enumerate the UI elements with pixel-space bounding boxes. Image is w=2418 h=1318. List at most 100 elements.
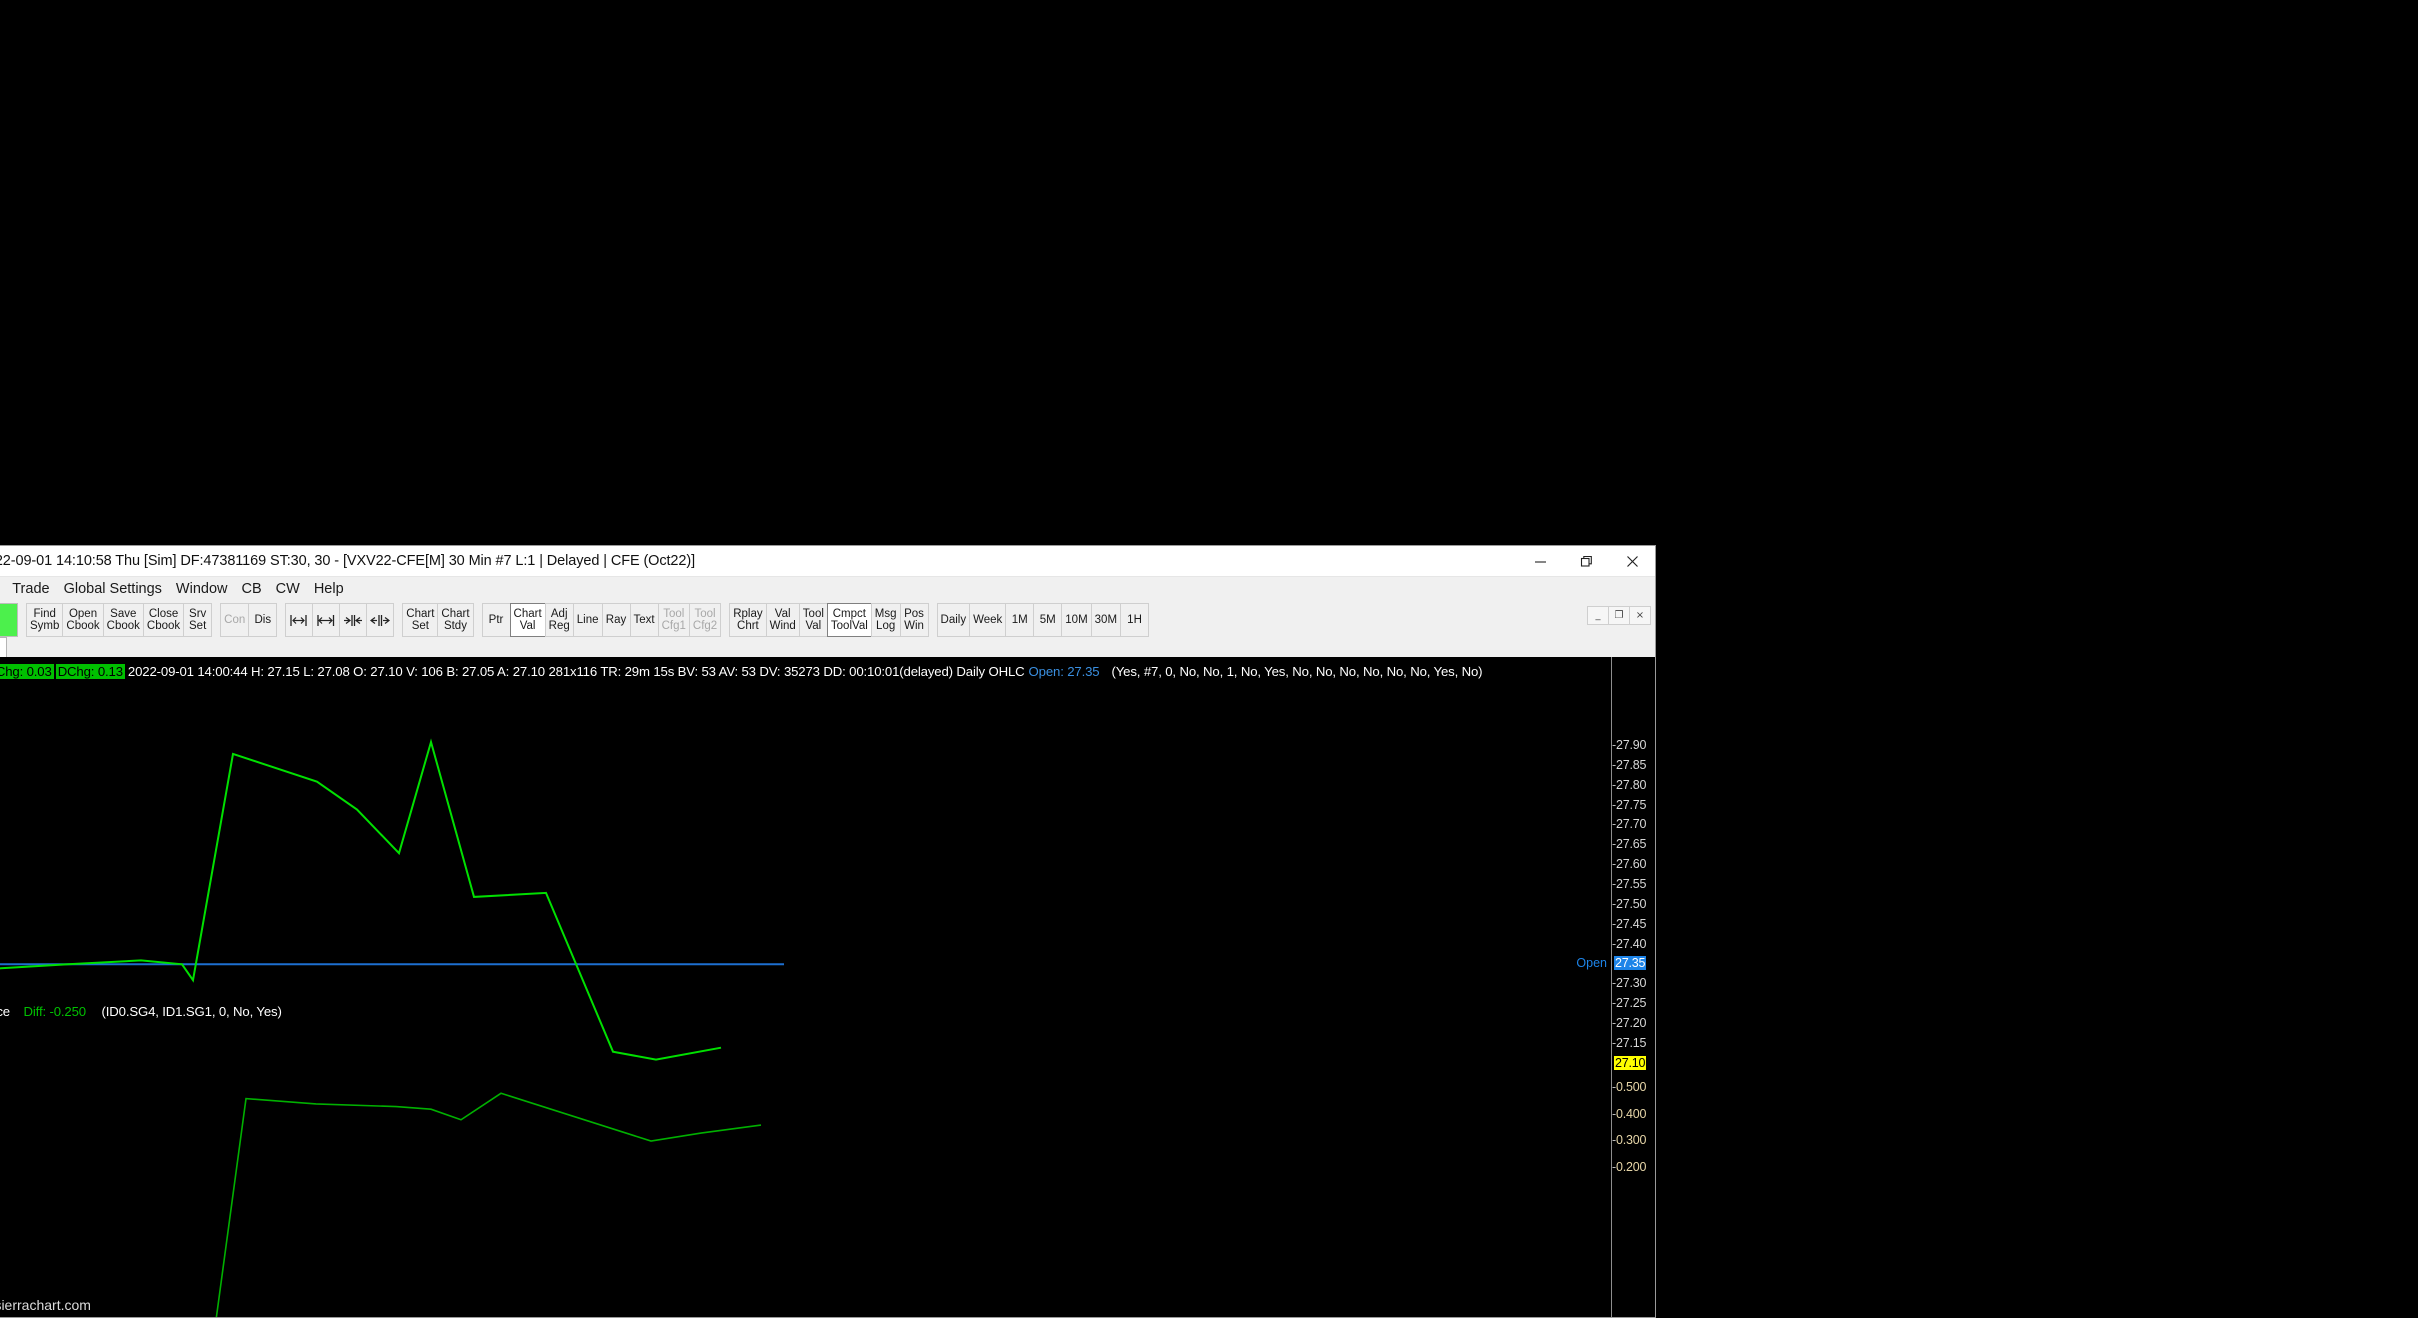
- info-study-params: (Yes, #7, 0, No, No, 1, No, Yes, No, No,…: [1111, 663, 1483, 679]
- menu-item-help[interactable]: Help: [313, 581, 344, 597]
- toolbar-group-5: Rplay Chrt Val Wind Tool Val Cmpct ToolVal Msg Lo…: [729, 603, 929, 637]
- close-icon[interactable]: [1609, 546, 1655, 576]
- chart-set-button-line2: Set: [411, 620, 429, 632]
- ptr-button-line1: Ptr: [488, 613, 504, 626]
- toolbar-group-6: Daily Week 1M 5M 10M 30M 1H: [936, 603, 1150, 637]
- price-tick-27-75: ‐27.75: [1612, 797, 1647, 812]
- menu-item-global-settings[interactable]: Global Settings: [63, 581, 162, 597]
- tool-val-button-line2: Val: [805, 620, 822, 632]
- text-button[interactable]: Text: [629, 603, 659, 637]
- toolbar-group-status: [0, 603, 18, 637]
- price-tick-27-15: ‐27.15: [1612, 1035, 1647, 1050]
- menu-item-trade[interactable]: Trade: [12, 581, 50, 597]
- tool-cfg1-button: Tool Cfg1: [657, 603, 690, 637]
- mdi-close-icon[interactable]: ×: [1629, 606, 1651, 625]
- info-ohlc-detail: 2022-09-01 14:00:44 H: 27.15 L: 27.08 O:…: [127, 663, 1025, 679]
- open-cbook-button-line1: Open: [68, 607, 98, 620]
- price-series-line: [0, 738, 722, 1061]
- 1h-button[interactable]: 1H: [1120, 603, 1150, 637]
- window-controls: [1517, 546, 1655, 576]
- tool-cfg2-button-line2: Cfg2: [692, 620, 718, 632]
- adj-reg-button[interactable]: Adj Reg: [544, 603, 574, 637]
- chart-set-button[interactable]: Chart Set: [402, 603, 439, 637]
- sierra-chart-window: g 2022-09-01 14:10:58 Thu [Sim] DF:47381…: [0, 545, 1656, 1318]
- tool-cfg2-button-line1: Tool: [694, 607, 716, 620]
- 5m-button[interactable]: 5M: [1033, 603, 1063, 637]
- study-params: (ID0.SG4, ID1.SG1, 0, No, Yes): [101, 1004, 282, 1019]
- menu-item-cb[interactable]: CB: [241, 581, 262, 597]
- week-button[interactable]: Week: [969, 603, 1007, 637]
- price-tick-highlight-27-10: 27.10: [1614, 1055, 1647, 1070]
- diff-tick-0-400: ‐0.400: [1612, 1106, 1647, 1121]
- minimize-icon[interactable]: [1517, 546, 1563, 576]
- ray-button-line1: Ray: [605, 613, 627, 626]
- tool-cfg2-button: Tool Cfg2: [688, 603, 722, 637]
- bar-width-increase-icon[interactable]: [312, 603, 341, 637]
- 30m-button[interactable]: 30M: [1090, 603, 1122, 637]
- find-symb-button-line1: Find: [33, 607, 56, 620]
- msg-log-button-line2: Log: [876, 620, 896, 632]
- bar-spacing-increase-icon[interactable]: [366, 603, 395, 637]
- mdi-restore-icon[interactable]: ❐: [1608, 606, 1630, 625]
- save-cbook-button[interactable]: Save Cbook: [102, 603, 144, 637]
- daily-button[interactable]: Daily: [936, 603, 971, 637]
- restore-icon[interactable]: [1563, 546, 1609, 576]
- con-button: Con: [220, 603, 250, 637]
- msg-log-button[interactable]: Msg Log: [870, 603, 901, 637]
- val-wind-button[interactable]: Val Wind: [765, 603, 800, 637]
- 10m-button[interactable]: 10M: [1061, 603, 1092, 637]
- mdi-minimize-icon[interactable]: _: [1587, 606, 1609, 625]
- price-scale[interactable]: ‐27.90 ‐27.85 ‐27.80 ‐27.75 ‐27.70 ‐27.65 ‐27.…: [1611, 657, 1655, 1317]
- ray-button[interactable]: Ray: [601, 603, 631, 637]
- srv-set-button-line2: Set: [189, 620, 207, 632]
- 1m-button[interactable]: 1M: [1005, 603, 1035, 637]
- ptr-button[interactable]: Ptr: [481, 603, 511, 637]
- toolbar-group-0: Find Symb Open Cbook Save Cbook Close Cbook Srv S…: [26, 603, 213, 637]
- price-tick-27-45: ‐27.45: [1612, 916, 1647, 931]
- chart-val-button-line1: Chart: [513, 607, 542, 620]
- study-name-label: ifference: [0, 1004, 10, 1019]
- diff-tick-0-500: ‐0.500: [1612, 1080, 1647, 1094]
- find-symb-button-line2: Symb: [30, 620, 60, 632]
- save-cbook-button-line2: Cbook: [106, 620, 140, 632]
- val-wind-button-line2: Wind: [769, 620, 796, 632]
- connection-status-indicator[interactable]: [0, 603, 18, 637]
- close-cbook-button[interactable]: Close Cbook: [142, 603, 185, 637]
- dis-button[interactable]: Dis: [248, 603, 278, 637]
- chart-stdy-button[interactable]: Chart Stdy: [437, 603, 474, 637]
- diff-tick-0-200: ‐0.200: [1612, 1159, 1647, 1174]
- 30m-button-line1: 30M: [1094, 613, 1118, 626]
- price-line-plot: [0, 738, 784, 1061]
- bar-width-decrease-icon[interactable]: [285, 603, 314, 637]
- rplay-chrt-button-line1: Rplay: [733, 607, 763, 620]
- toolbar-buttons: Find Symb Open Cbook Save Cbook Close Cbook Srv S…: [26, 603, 1158, 637]
- tool-cfg1-button-line2: Cfg1: [661, 620, 686, 632]
- menu-item-cw[interactable]: CW: [275, 581, 300, 597]
- cmpct-toolval-button[interactable]: Cmpct ToolVal: [826, 603, 872, 637]
- price-tick-27-50: ‐27.50: [1612, 896, 1647, 911]
- difference-study-line: ifference Diff: -0.250 (ID0.SG4, ID1.SG1…: [0, 1004, 282, 1019]
- price-tick-27-40: ‐27.40: [1612, 936, 1647, 951]
- chart-tab-r-fb[interactable]: R-FB: [0, 637, 8, 659]
- line-button[interactable]: Line: [572, 603, 603, 637]
- rplay-chrt-button[interactable]: Rplay Chrt: [729, 603, 767, 637]
- chart-val-button[interactable]: Chart Val: [509, 603, 546, 637]
- srv-set-button[interactable]: Srv Set: [183, 603, 213, 637]
- info-chg-badge: Chg: 0.03: [0, 663, 54, 679]
- price-tick-27-30: ‐27.30: [1612, 976, 1647, 991]
- chart-canvas[interactable]: T: 45 Chg: 0.03 DChg: 0.13 2022-09-01 14…: [0, 657, 1655, 1317]
- 1m-button-line1: 1M: [1011, 613, 1028, 626]
- chart-stdy-button-line1: Chart: [441, 607, 470, 620]
- line-button-line1: Line: [576, 613, 599, 626]
- price-tick-27-80: ‐27.80: [1612, 777, 1647, 792]
- tool-cfg1-button-line1: Tool: [663, 607, 685, 620]
- pos-win-button[interactable]: Pos Win: [899, 603, 929, 637]
- tool-val-button[interactable]: Tool Val: [798, 603, 828, 637]
- 5m-button-line1: 5M: [1039, 613, 1056, 626]
- open-cbook-button[interactable]: Open Cbook: [62, 603, 104, 637]
- save-cbook-button-line1: Save: [110, 607, 137, 620]
- bar-spacing-decrease-icon[interactable]: [339, 603, 368, 637]
- find-symb-button[interactable]: Find Symb: [26, 603, 64, 637]
- menu-item-window[interactable]: Window: [175, 581, 228, 597]
